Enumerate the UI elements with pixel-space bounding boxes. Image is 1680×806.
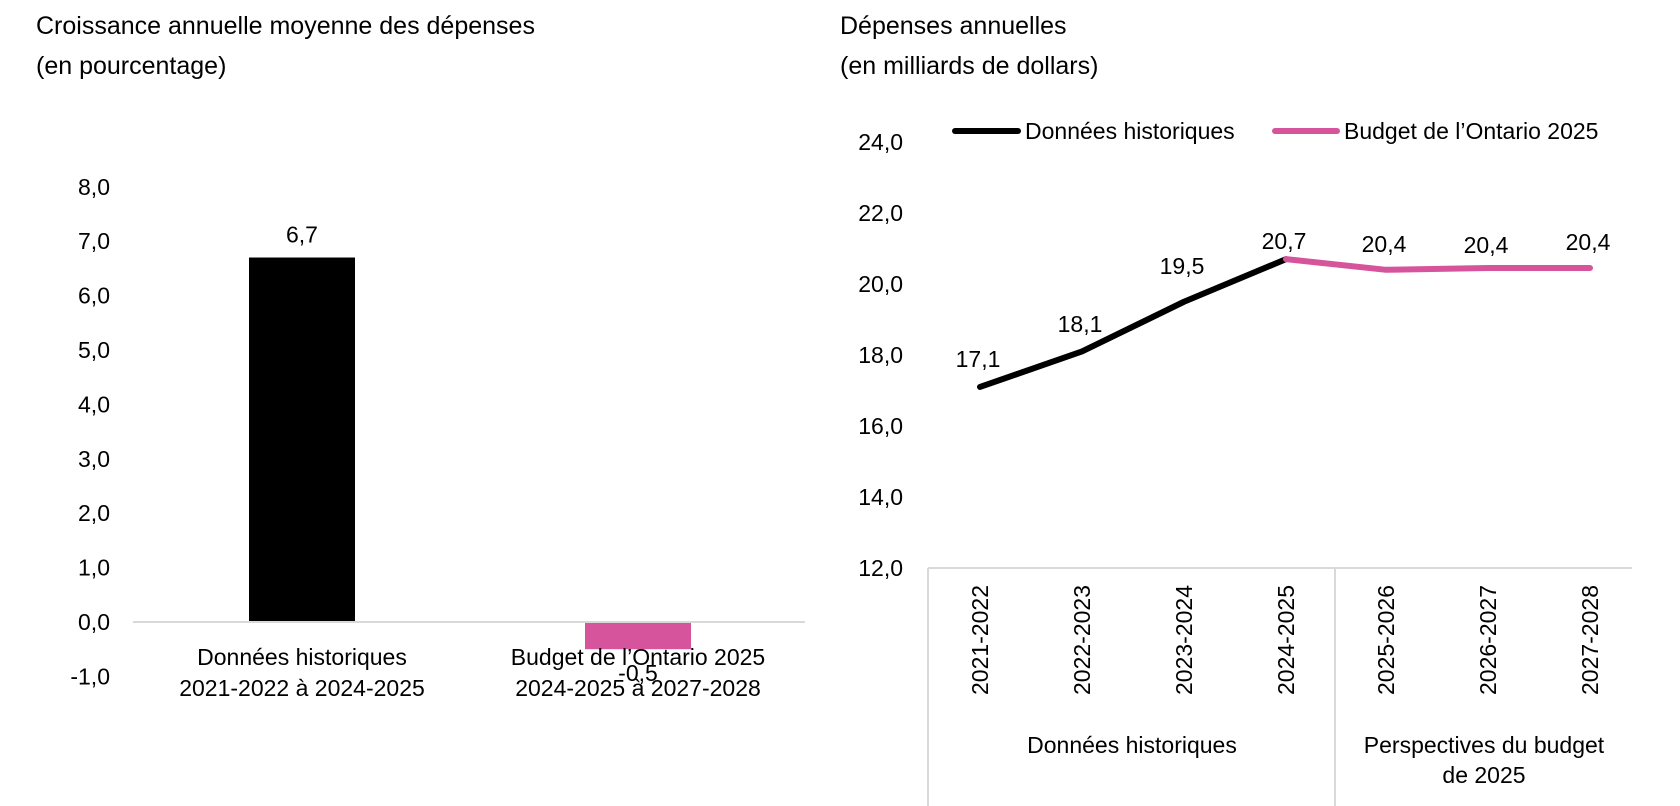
y-tick-label: 0,0 (78, 609, 110, 635)
right-chart-title-line1: Dépenses annuelles (840, 12, 1067, 40)
y-tick-label: 12,0 (858, 555, 903, 581)
y-tick-label: 4,0 (78, 391, 110, 417)
point-label: 20,4 (1464, 232, 1509, 258)
x-category-label: 2025-2026 (1373, 585, 1399, 695)
point-label: 17,1 (956, 346, 1001, 372)
y-tick-label: 3,0 (78, 446, 110, 472)
y-tick-label: 22,0 (858, 200, 903, 226)
point-label: 20,4 (1362, 231, 1407, 257)
x-group-label: Données historiques (1027, 732, 1237, 758)
growth-bar-chart: -1,0 0,0 1,0 2,0 3,0 4,0 5,0 6,0 7,0 8,0 6,7 Donnée… (70, 174, 805, 701)
bar-value-label: 6,7 (286, 222, 318, 248)
x-category-label: 2023-2024 (1171, 585, 1197, 695)
y-tick-label: 6,0 (78, 283, 110, 309)
right-chart-title: Dépenses annuelles (en milliards de doll… (840, 6, 1098, 86)
bar (249, 257, 355, 622)
left-chart-title-line2: (en pourcentage) (36, 52, 227, 80)
point-label: 20,4 (1566, 229, 1611, 255)
x-category-label: 2027-2028 (1577, 585, 1603, 695)
y-tick-label: 2,0 (78, 500, 110, 526)
y-tick-label: 18,0 (858, 342, 903, 368)
point-label: 18,1 (1058, 311, 1103, 337)
bar (585, 622, 691, 650)
y-tick-label: 20,0 (858, 271, 903, 297)
y-tick-label: 1,0 (78, 555, 110, 581)
legend-label: Données historiques (1025, 118, 1235, 144)
y-tick-label: -1,0 (70, 663, 110, 689)
x-category-label: 2022-2023 (1069, 585, 1095, 695)
right-chart-title-line2: (en milliards de dollars) (840, 52, 1099, 80)
legend-label: Budget de l’Ontario 2025 (1344, 118, 1598, 144)
y-tick-label: 8,0 (78, 174, 110, 200)
left-chart-title-line1: Croissance annuelle moyenne des dépenses (36, 12, 535, 40)
series-line (977, 256, 1289, 390)
series-line (1283, 256, 1593, 273)
y-tick-label: 14,0 (858, 484, 903, 510)
y-tick-label: 5,0 (78, 337, 110, 363)
point-label: 20,7 (1262, 228, 1307, 254)
category-label: Données historiques (197, 644, 407, 670)
x-category-label: 2021-2022 (967, 585, 993, 695)
bar-value-label: -0,5 (618, 660, 658, 686)
x-category-label: 2024-2025 (1273, 585, 1299, 695)
x-group-label: de 2025 (1442, 762, 1525, 788)
point-label: 19,5 (1160, 253, 1205, 279)
x-category-label: 2026-2027 (1475, 585, 1501, 695)
y-tick-label: 16,0 (858, 413, 903, 439)
y-tick-label: 24,0 (858, 129, 903, 155)
category-label: Budget de l’Ontario 2025 (511, 644, 765, 670)
x-group-label: Perspectives du budget (1364, 732, 1605, 758)
category-label: 2024-2025 à 2027-2028 (515, 675, 761, 701)
y-tick-label: 7,0 (78, 228, 110, 254)
category-label: 2021-2022 à 2024-2025 (179, 675, 425, 701)
left-chart-title: Croissance annuelle moyenne des dépenses… (36, 6, 535, 86)
